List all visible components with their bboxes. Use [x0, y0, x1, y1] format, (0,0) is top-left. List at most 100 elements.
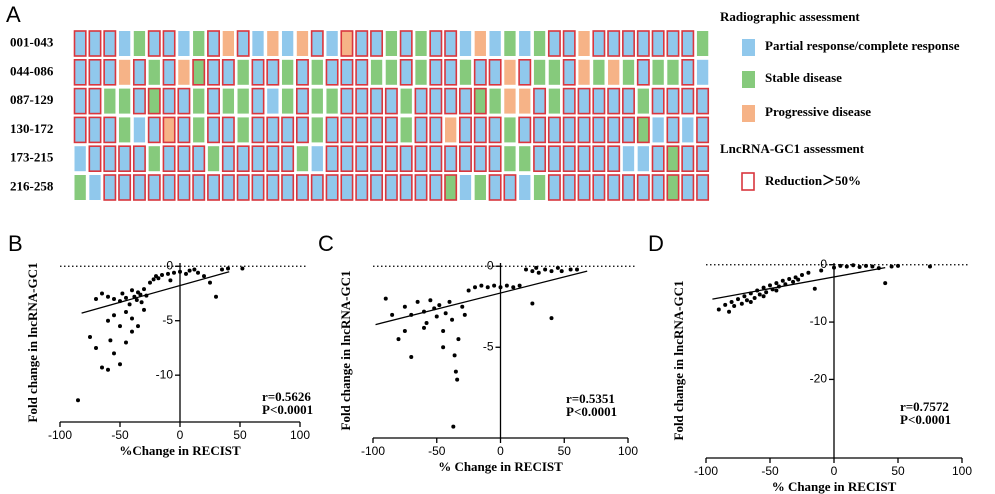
cell — [547, 145, 561, 172]
cell — [489, 31, 501, 56]
cell — [281, 31, 294, 56]
cell — [696, 31, 709, 56]
x-tick-label: 100 — [290, 428, 310, 442]
cell — [577, 174, 591, 201]
cell — [325, 58, 339, 86]
fit-line — [81, 271, 230, 314]
cell — [177, 116, 191, 144]
point — [100, 291, 104, 296]
cell — [118, 59, 131, 85]
row-label: 130-172 — [10, 121, 53, 136]
cell — [474, 31, 486, 56]
cell — [340, 87, 354, 115]
point — [94, 296, 98, 301]
point — [549, 269, 554, 274]
point — [456, 337, 461, 342]
cell — [88, 58, 102, 86]
cell — [295, 116, 309, 144]
cell — [429, 116, 443, 144]
point — [118, 362, 122, 367]
cell — [296, 146, 309, 172]
cell — [251, 58, 265, 86]
point — [127, 302, 132, 307]
cell — [162, 58, 176, 86]
row-label: 044-086 — [10, 63, 54, 78]
annotation: r=0.5351 — [566, 391, 615, 406]
point — [450, 317, 455, 322]
cell — [504, 31, 516, 56]
point — [192, 267, 197, 272]
point — [536, 270, 541, 275]
point — [844, 264, 849, 269]
cell — [326, 31, 338, 56]
row-label: 216-258 — [10, 178, 54, 193]
row-label: 001-043 — [10, 34, 54, 49]
cell — [696, 116, 710, 144]
cell — [177, 174, 191, 201]
cell — [504, 59, 516, 85]
fit-line — [712, 266, 886, 300]
point — [832, 265, 836, 270]
cell — [607, 30, 621, 57]
point — [76, 398, 80, 403]
cell — [236, 174, 250, 201]
point — [424, 320, 429, 325]
point — [402, 304, 407, 309]
cell — [267, 88, 279, 114]
cell — [177, 87, 191, 115]
cell — [222, 31, 235, 56]
point — [100, 365, 104, 370]
cell — [88, 145, 102, 172]
y-tick-label: -10 — [156, 367, 174, 381]
point — [812, 286, 817, 291]
cell — [429, 87, 443, 115]
cell — [118, 174, 132, 201]
cell — [192, 174, 206, 201]
cell — [399, 58, 413, 86]
cell — [310, 174, 324, 201]
cell — [429, 145, 443, 172]
y-tick-label: -5 — [483, 339, 494, 353]
point — [441, 329, 446, 334]
legend-label: Stable disease — [765, 70, 842, 85]
row-label: 087-129 — [10, 92, 54, 107]
cell — [444, 30, 458, 57]
cell — [88, 116, 102, 144]
cell — [104, 88, 116, 114]
cell — [132, 174, 146, 201]
cell — [473, 145, 487, 172]
point — [838, 263, 843, 268]
cell — [340, 174, 354, 201]
cell — [666, 30, 680, 57]
point — [806, 270, 811, 275]
point — [485, 285, 490, 290]
y-tick-label: 0 — [487, 258, 494, 272]
x-tick-label: -50 — [761, 464, 779, 478]
cell — [473, 116, 487, 144]
point — [800, 273, 804, 278]
cell — [444, 58, 458, 86]
cell — [266, 174, 280, 201]
point — [390, 312, 395, 317]
point — [757, 292, 762, 297]
cell — [414, 145, 428, 172]
cell — [415, 59, 427, 85]
point — [473, 285, 477, 290]
point — [492, 283, 497, 288]
cell — [132, 87, 146, 115]
cell — [370, 145, 384, 172]
point — [748, 300, 753, 304]
cell — [444, 87, 458, 115]
point — [112, 296, 116, 301]
cell — [562, 145, 576, 172]
cell — [74, 175, 86, 200]
x-tick-label: 50 — [891, 464, 905, 478]
cell — [311, 59, 323, 85]
cell — [459, 145, 472, 172]
cell — [222, 88, 235, 114]
cell — [607, 87, 621, 115]
legend-label: Progressive disease — [765, 104, 871, 119]
point — [864, 263, 868, 268]
cell — [651, 145, 665, 172]
